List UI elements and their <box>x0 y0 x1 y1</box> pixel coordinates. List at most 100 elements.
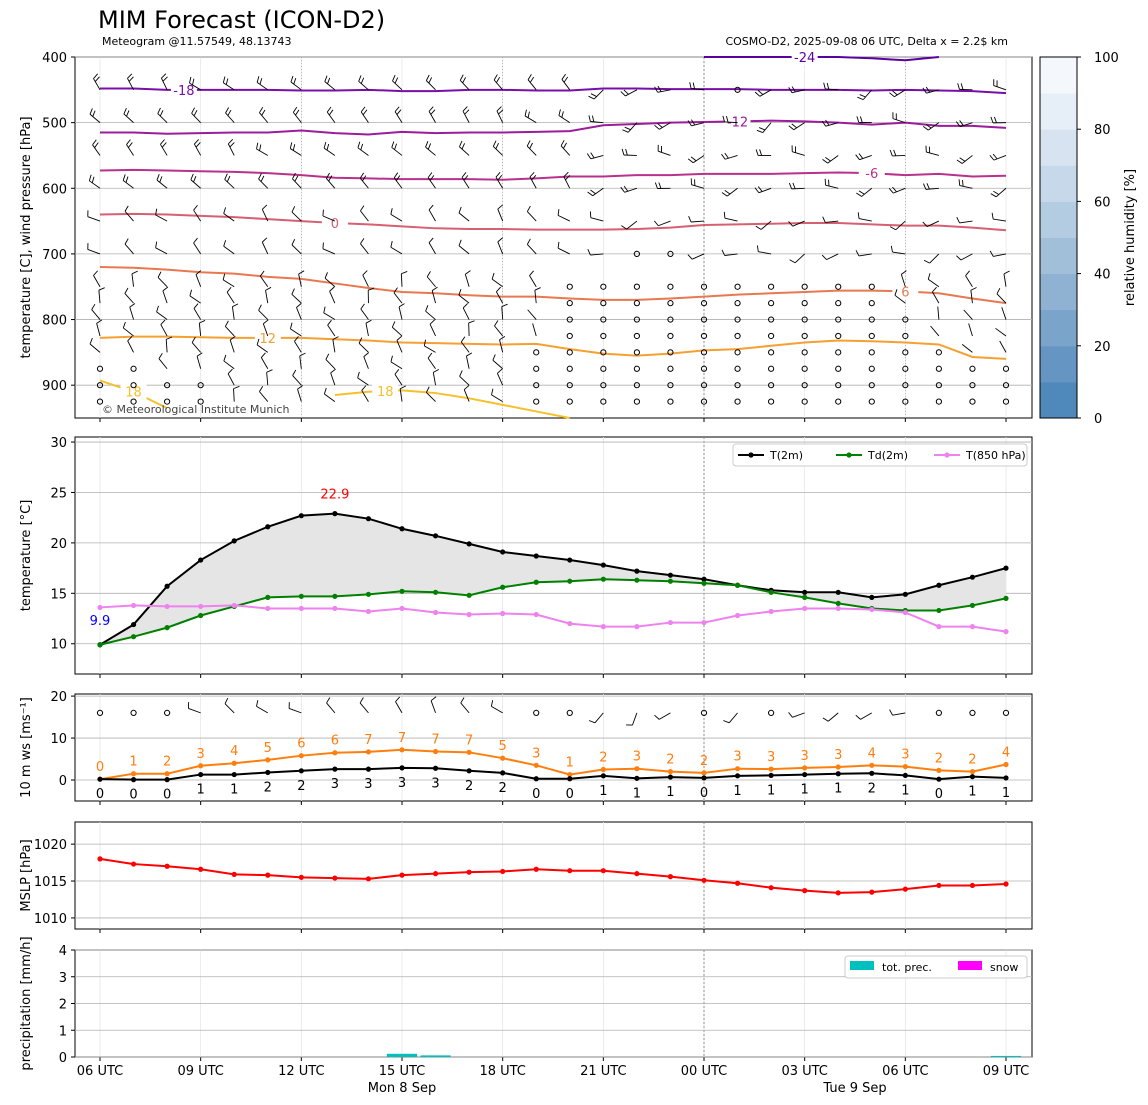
calm-wind-circle <box>835 365 842 372</box>
calm-wind-circle <box>667 365 674 372</box>
wind-barb <box>157 271 168 288</box>
calm-wind-circle <box>734 332 741 340</box>
barb-flag <box>858 153 864 159</box>
wind-barb <box>889 149 906 157</box>
barb-flag <box>260 175 265 182</box>
wind-barb <box>322 209 336 222</box>
gust-value-label: 3 <box>834 748 842 763</box>
barb-flag <box>754 187 760 193</box>
barb-flag <box>330 368 336 374</box>
barb-flag <box>497 175 503 181</box>
ws-point-0 <box>198 763 204 769</box>
barb-flag <box>993 116 997 123</box>
wind-barb <box>991 212 1007 222</box>
mean-wind-value-label: 1 <box>901 783 909 798</box>
wind-barb <box>124 205 134 222</box>
wind-barb <box>223 240 235 255</box>
colorbar-swatch <box>1040 129 1077 166</box>
barb-flag <box>996 287 1001 294</box>
isotherm-line <box>100 119 1007 136</box>
wind-barb <box>325 353 336 370</box>
barb-flag <box>961 179 964 187</box>
calm-wind-circle <box>633 300 640 307</box>
barb-shaft <box>426 392 436 402</box>
barb-flag <box>623 185 629 192</box>
series-point-1 <box>466 592 472 598</box>
barb-shaft <box>259 275 269 287</box>
barb-shaft <box>959 122 973 128</box>
series-point-1 <box>164 625 170 631</box>
barb-shaft <box>658 150 671 156</box>
barb-shaft <box>937 306 940 320</box>
mean-wind-value-label: 1 <box>197 783 205 798</box>
barb-shaft <box>724 121 738 124</box>
wind-barb <box>923 183 939 190</box>
wind-barb <box>189 289 201 304</box>
barb-flag <box>94 76 100 82</box>
wind-barb <box>190 173 201 189</box>
mean-wind-value-label: 3 <box>398 776 406 791</box>
barb-flag <box>965 270 970 276</box>
panel-1-ytick-label: 20 <box>50 537 67 552</box>
wind-barb <box>791 145 805 156</box>
barb-shaft <box>560 145 571 156</box>
gust-value-label: 2 <box>935 751 943 766</box>
barb-shaft <box>290 148 302 156</box>
barb-shaft <box>158 358 168 370</box>
series-point-0 <box>802 589 808 595</box>
wind-barb <box>265 286 272 304</box>
barb-flag <box>226 175 231 182</box>
calm-wind-circle <box>734 365 741 372</box>
wind-barb <box>428 204 436 222</box>
barb-flag <box>990 116 994 124</box>
series-point-2 <box>734 612 741 619</box>
wind-barb <box>425 141 436 156</box>
barb-flag <box>357 141 361 148</box>
mean-wind-value-label: 0 <box>532 787 540 802</box>
barb-shaft <box>462 110 470 123</box>
wind-barb <box>492 140 503 156</box>
barb-shaft <box>893 187 906 194</box>
ws-line-1 <box>99 766 1007 781</box>
barb-flag <box>191 107 195 114</box>
wind-barb <box>129 303 136 320</box>
barb-flag <box>624 126 631 131</box>
surface-wind-barb <box>288 702 302 714</box>
barb-flag <box>459 370 463 377</box>
barb-flag <box>91 303 96 310</box>
barb-flag <box>323 141 327 149</box>
barb-flag <box>332 336 339 340</box>
calm-wind-circle <box>1002 398 1010 405</box>
wind-barb <box>289 142 302 156</box>
barb-flag <box>360 303 365 310</box>
barb-shaft <box>793 122 805 131</box>
barb-flag <box>958 179 961 186</box>
series-point-1 <box>802 594 808 600</box>
wind-barb <box>425 74 436 91</box>
wind-barb <box>193 303 202 320</box>
barb-shaft <box>223 245 235 255</box>
barb-shaft <box>927 122 940 131</box>
barb-flag <box>293 77 297 85</box>
barb-flag <box>497 368 503 374</box>
barb-shaft <box>491 278 503 288</box>
wind-barb <box>225 107 235 123</box>
wind-barb <box>122 174 134 189</box>
barb-flag <box>460 697 465 704</box>
copyright-note: © Meteorological Institute Munich <box>102 403 289 416</box>
barb-shaft <box>229 339 235 353</box>
barb-shaft <box>459 375 470 386</box>
barb-flag <box>396 335 402 341</box>
calm-wind-circle <box>768 283 775 290</box>
wind-barb <box>291 238 302 255</box>
barb-flag <box>229 335 236 341</box>
calm-wind-circle <box>835 332 842 340</box>
barb-shaft <box>557 247 570 255</box>
wind-barb <box>223 354 235 370</box>
series-point-1 <box>734 582 741 588</box>
ws-point-0 <box>332 750 338 756</box>
surface-wind-barb <box>588 712 604 724</box>
barb-flag <box>466 352 473 357</box>
barb-shaft <box>98 290 101 304</box>
barb-flag <box>259 144 262 151</box>
